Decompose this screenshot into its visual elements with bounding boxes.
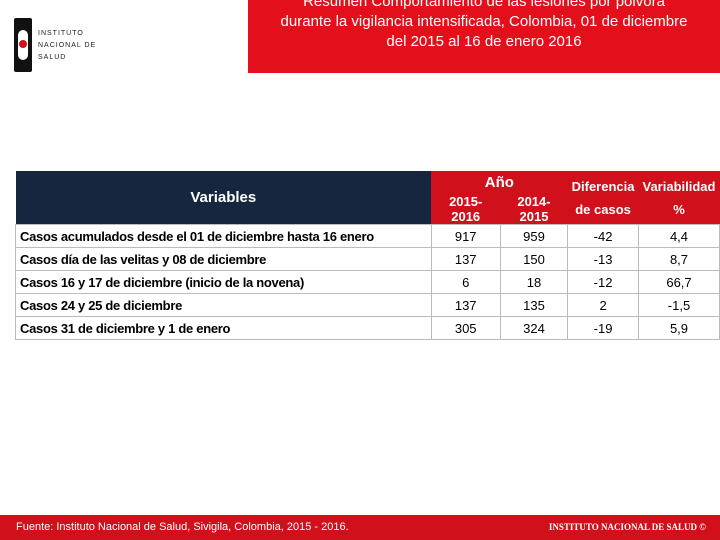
cell: 137	[430, 247, 501, 271]
cell: -13	[567, 247, 639, 271]
cell: 917	[430, 224, 501, 248]
cell: 959	[499, 224, 569, 248]
row-label: Casos acumulados desde el 01 de diciembr…	[15, 224, 432, 248]
logo-line: INSTITUTO	[38, 30, 84, 37]
header-cell: Año	[431, 171, 568, 194]
cell: 66,7	[638, 270, 720, 294]
row-label: Casos 31 de diciembre y 1 de enero	[15, 316, 432, 340]
cell: 324	[499, 316, 569, 340]
cell: -12	[567, 270, 639, 294]
footer: Fuente: Instituto Nacional de Salud, Siv…	[0, 515, 720, 540]
row-label: Casos 24 y 25 de diciembre	[15, 293, 432, 317]
header-cell: Diferencia de casos	[567, 171, 639, 225]
table-row: Casos día de las velitas y 08 de diciemb…	[15, 247, 720, 271]
logo-line: SALUD	[38, 54, 67, 61]
table-row: Casos 16 y 17 de diciembre (inicio de la…	[15, 270, 720, 294]
cell: 5,9	[638, 316, 720, 340]
title-banner: Resumen Comportamiento de las lesiones p…	[248, 0, 720, 73]
header-row: Variables Año Diferencia de casos Variab…	[15, 171, 720, 225]
header-cell: 2015-2016	[431, 194, 501, 225]
header-cell: Variabilidad %	[638, 171, 720, 225]
cell: 305	[430, 316, 501, 340]
table-row: Casos 31 de diciembre y 1 de enero 305 324…	[15, 316, 720, 340]
logo-text: INSTITUTO NACIONAL DE SALUD	[38, 28, 96, 64]
cell: 150	[499, 247, 569, 271]
header-cell: 2014-2015	[500, 194, 568, 225]
header-cell: Variables	[15, 171, 432, 225]
row-label: Casos día de las velitas y 08 de diciemb…	[15, 247, 432, 271]
cell: -1,5	[638, 293, 720, 317]
cell: 135	[499, 293, 569, 317]
cell: -42	[567, 224, 639, 248]
cell: 8,7	[638, 247, 720, 271]
header-row: 2015-2016 2014-2015	[16, 194, 720, 225]
cell: 137	[430, 293, 501, 317]
cell: 4,4	[638, 224, 720, 248]
cell: 2	[567, 293, 639, 317]
summary-table: Variables Año Diferencia de casos Variab…	[15, 171, 720, 340]
cell: 18	[499, 270, 569, 294]
logo-line: NACIONAL DE	[38, 42, 97, 49]
table-header: Variables Año Diferencia de casos Variab…	[15, 171, 720, 225]
row-label: Casos 16 y 17 de diciembre (inicio de la…	[15, 270, 432, 294]
table-body: Casos acumulados desde el 01 de diciembr…	[15, 224, 720, 340]
table-row: Casos acumulados desde el 01 de diciembr…	[15, 224, 720, 248]
logo-dot	[19, 40, 27, 48]
logo: INSTITUTO NACIONAL DE SALUD	[14, 18, 104, 74]
title: Resumen Comportamiento de las lesiones p…	[280, 0, 688, 50]
cell: 6	[430, 270, 501, 294]
source: Fuente: Instituto Nacional de Salud, Siv…	[16, 521, 349, 533]
table-row: Casos 24 y 25 de diciembre 137 135 2 -1,5	[15, 293, 720, 317]
brand: INSTITUTO NACIONAL DE SALUD ©	[548, 522, 706, 532]
cell: -19	[567, 316, 639, 340]
